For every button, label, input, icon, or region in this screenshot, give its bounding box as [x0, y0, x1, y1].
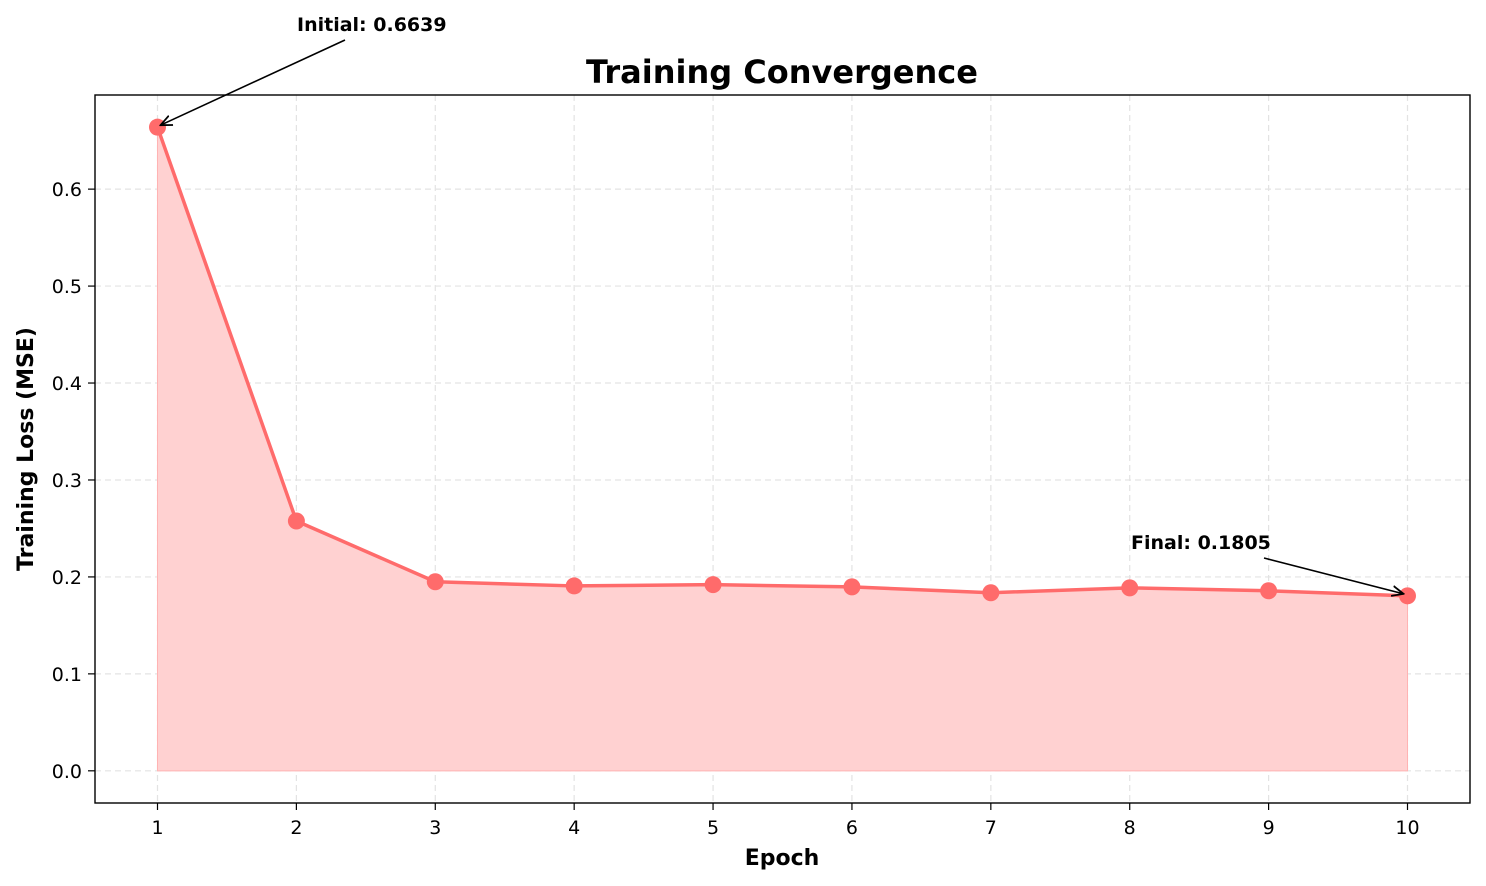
data-point — [1399, 587, 1416, 605]
data-point — [704, 576, 722, 594]
y-tick-label: 0.3 — [52, 470, 82, 492]
y-tick-label: 0.0 — [52, 761, 82, 783]
annotation-final: Final: 0.1805 — [1131, 532, 1271, 554]
x-tick-label: 7 — [985, 817, 997, 839]
data-point — [843, 578, 861, 596]
x-tick-label: 10 — [1395, 817, 1419, 839]
series-line — [155, 126, 1408, 598]
annotation-final-arrow — [1263, 557, 1404, 594]
data-point — [287, 512, 305, 530]
annotation-initial: Initial: 0.6639 — [297, 14, 447, 36]
x-tick-label: 2 — [290, 817, 302, 839]
data-point — [982, 584, 1000, 602]
x-tick-label: 8 — [1124, 817, 1136, 839]
y-axis-ticks: 0.0 0.1 0.2 0.3 0.4 0.5 0.6 — [52, 179, 95, 783]
x-tick-label: 6 — [846, 817, 858, 839]
y-tick-label: 0.1 — [52, 664, 82, 686]
annotations: Initial: 0.6639 Final: 0.1805 — [161, 14, 1404, 594]
x-tick-label: 9 — [1263, 817, 1275, 839]
chart-title: Training Convergence — [586, 53, 978, 91]
data-point — [426, 573, 444, 591]
y-tick-label: 0.4 — [52, 373, 82, 395]
x-tick-label: 5 — [707, 817, 719, 839]
loss-line — [155, 126, 1408, 598]
y-axis-title: Training Loss (MSE) — [14, 327, 39, 571]
data-point — [1260, 582, 1278, 600]
x-axis-ticks: 1 2 3 4 5 6 7 8 9 10 — [151, 803, 1420, 839]
x-tick-label: 3 — [429, 817, 441, 839]
data-point — [565, 577, 583, 595]
x-tick-label: 1 — [151, 817, 163, 839]
data-point — [1121, 579, 1139, 597]
x-tick-label: 4 — [568, 817, 580, 839]
plot-frame — [94, 94, 1471, 804]
y-tick-label: 0.5 — [52, 276, 82, 298]
data-point — [149, 118, 166, 136]
x-axis-title: Epoch — [745, 846, 820, 871]
y-tick-label: 0.2 — [52, 567, 82, 589]
y-tick-label: 0.6 — [52, 179, 82, 201]
annotation-initial-arrow — [161, 39, 346, 125]
